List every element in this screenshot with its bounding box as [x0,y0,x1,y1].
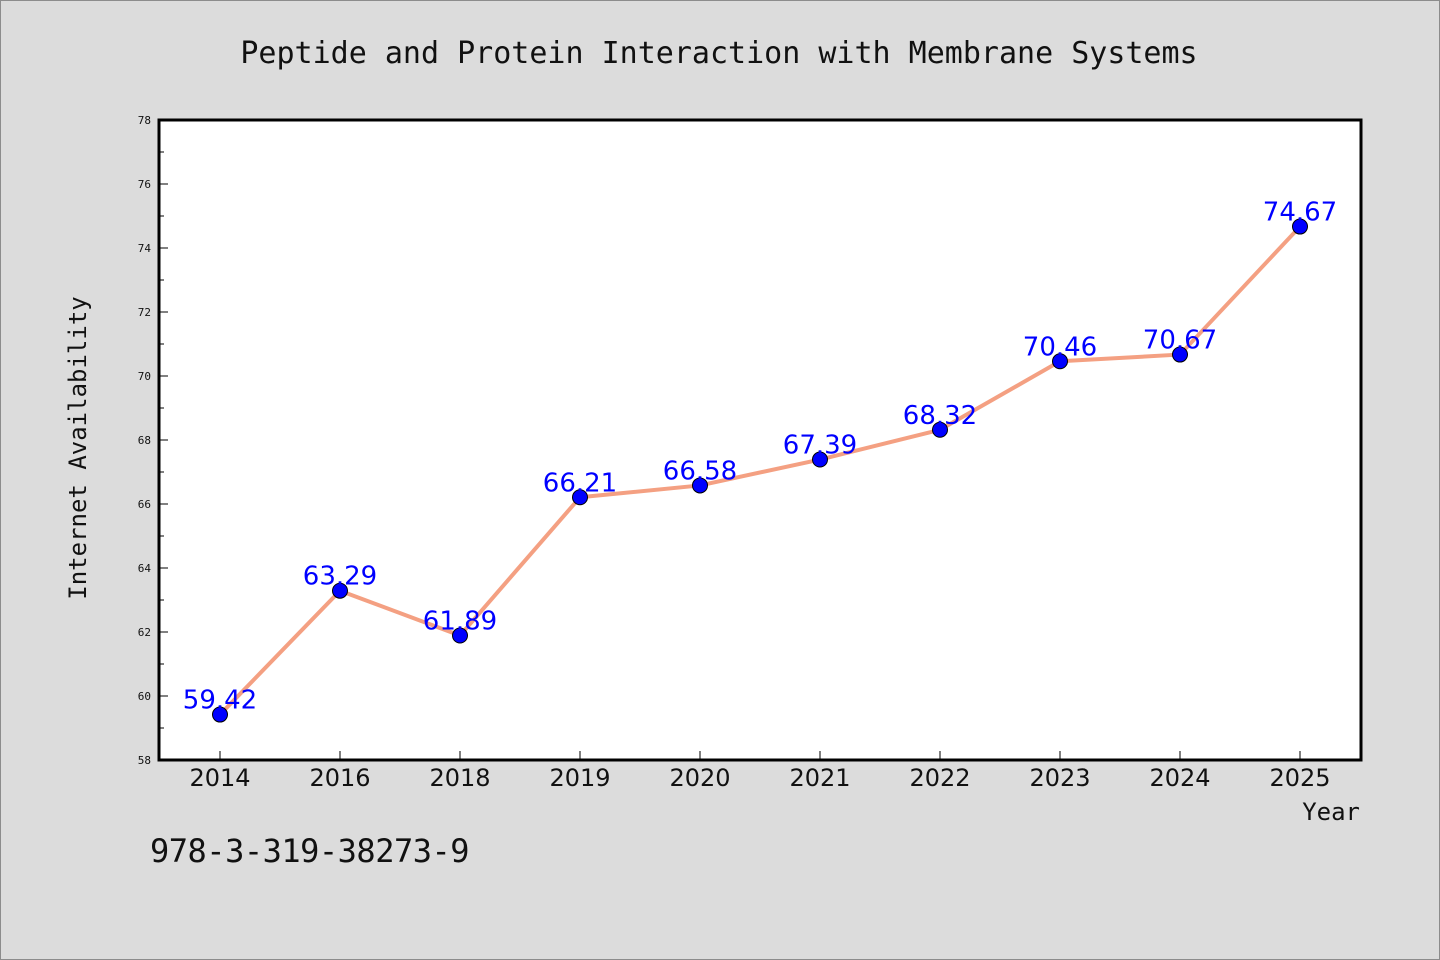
x-tick-label: 2025 [1269,764,1330,792]
data-point [932,421,948,438]
x-tick-label: 2020 [669,764,730,792]
x-tick-label: 2022 [909,764,970,792]
x-tick-label: 2024 [1149,764,1210,792]
data-label: 68.32 [903,401,977,431]
y-tick-label: 62 [138,626,151,639]
data-label: 74.67 [1263,198,1337,228]
y-axis-label: Internet Availability [64,296,92,599]
data-point [452,627,468,644]
plot-area [157,118,1363,762]
data-labels: 59.42 63.29 61.89 66.21 66.58 67.39 68.32 70.46… [183,198,1337,716]
y-tick-label: 66 [138,498,151,511]
data-point [1052,353,1068,370]
data-point [812,451,828,468]
data-point [1172,346,1188,363]
x-axis-label: Year [1302,798,1360,826]
data-point [572,489,588,506]
y-tick-label: 72 [138,306,151,319]
x-tick-label: 2016 [309,764,370,792]
data-label: 63.29 [303,562,377,592]
series-1 [212,218,1308,723]
series-line [218,224,1302,717]
y-tick-label: 64 [138,562,152,575]
y-tick-label: 60 [138,690,151,703]
y-axis: 58 60 62 64 66 68 70 72 74 76 78 [138,114,168,767]
data-label: 66.21 [543,468,617,498]
data-label: 70.67 [1143,326,1217,356]
chart-title: Peptide and Protein Interaction with Mem… [240,36,1197,71]
data-label: 61.89 [423,607,497,637]
x-tick-label: 2019 [549,764,610,792]
x-tick-label: 2014 [189,764,250,792]
isbn-caption: 978-3-319-38273-9 [150,832,470,870]
data-label: 59.42 [183,686,257,716]
y-tick-label: 58 [138,754,151,767]
x-tick-label: 2023 [1029,764,1090,792]
data-label: 67.39 [783,431,857,461]
x-tick-label: 2018 [429,764,490,792]
x-axis: 2014 2016 2018 2019 2020 2021 2022 2023 2024 2025 [189,751,1331,792]
y-tick-label: 70 [138,370,151,383]
x-tick-label: 2021 [789,764,850,792]
data-point [212,706,228,723]
data-point [1292,218,1308,235]
y-tick-label: 78 [138,114,151,127]
y-tick-label: 76 [138,178,151,191]
data-label: 70.46 [1023,332,1097,362]
y-tick-label: 74 [138,242,152,255]
data-point [692,477,708,494]
y-tick-label: 68 [138,434,151,447]
data-point [332,582,348,599]
data-label: 66.58 [663,456,737,486]
